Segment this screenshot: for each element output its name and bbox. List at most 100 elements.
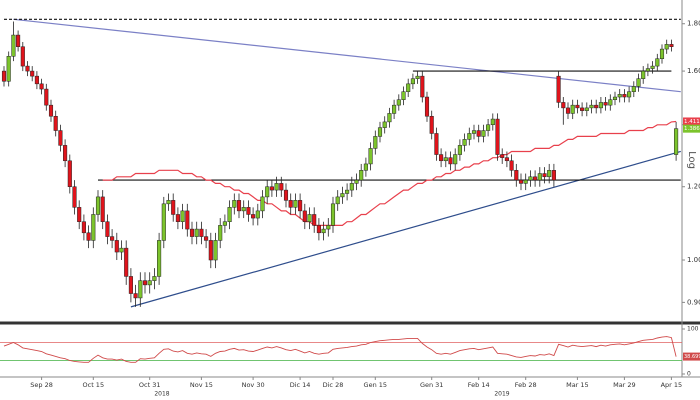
candle-body [222, 221, 227, 226]
candle-body [44, 88, 49, 106]
x-tick-label: Oct 15 [83, 381, 105, 389]
candle-body [175, 214, 180, 222]
candle-body [269, 186, 274, 191]
candle-body [674, 128, 679, 155]
candle-body [86, 232, 91, 241]
candle-body [650, 65, 655, 69]
candle-body [152, 276, 157, 281]
candle-body [307, 214, 312, 222]
candle-body [251, 214, 256, 219]
candle-body [457, 145, 462, 155]
candle-body [439, 154, 444, 162]
candle-body [105, 221, 110, 237]
candle-body [622, 94, 627, 98]
candle-body [486, 124, 491, 131]
x-tick-label: Oct 31 [139, 381, 161, 389]
candle-body [157, 240, 162, 277]
candle-body [424, 96, 430, 117]
candle-body [208, 240, 213, 261]
candle-body [340, 193, 345, 198]
candle-body [11, 34, 16, 57]
candle-body [453, 154, 458, 165]
candle-body [67, 160, 72, 187]
candle-body [443, 157, 448, 162]
candle-body [608, 99, 613, 106]
close-tag: 1.3865 [684, 126, 700, 132]
candle-body [641, 70, 646, 79]
candle-body [387, 113, 392, 123]
oscillator-tag-bg [683, 352, 700, 361]
candle-body [180, 210, 185, 222]
candle-body [95, 196, 101, 215]
trend-line [130, 150, 681, 308]
moving-average [102, 120, 677, 226]
y-tick-label: 0.90 [687, 298, 700, 306]
candle-body [53, 115, 58, 131]
x-tick-label: Feb 14 [468, 381, 490, 389]
candle-body [565, 107, 571, 114]
candle-body [326, 225, 331, 230]
candle-body [288, 200, 293, 208]
candle-body [429, 115, 434, 134]
candle-body [631, 86, 636, 92]
candle-body [669, 44, 674, 47]
candle-body [6, 56, 11, 82]
candle-body [392, 104, 397, 114]
candle-body [128, 276, 133, 294]
x-tick-label: Nov 30 [242, 381, 265, 389]
candle-body [321, 228, 326, 234]
candle-body [246, 207, 251, 215]
scale-label: Log [686, 151, 697, 169]
candle-body [171, 200, 176, 215]
candle-body [302, 210, 307, 222]
y-tick-label: 1.20 [687, 183, 700, 191]
candle-body [147, 280, 152, 286]
candle-body [655, 58, 660, 67]
candle-body [523, 179, 528, 184]
close-tag-bg [683, 124, 700, 133]
candle-body [537, 173, 542, 181]
candle-body [481, 130, 486, 137]
candle-body [636, 78, 641, 87]
candle-body [410, 78, 415, 85]
candle-body [420, 75, 425, 98]
trend-line [13, 18, 681, 93]
candle-body [199, 228, 204, 237]
candle-body [316, 225, 321, 234]
candle-body [584, 107, 589, 111]
x-tick-label: Mar 29 [613, 381, 636, 389]
candle-body [561, 102, 566, 109]
candle-body [528, 176, 533, 181]
candle-body [509, 160, 514, 171]
y-tick-label: 100 [687, 326, 699, 333]
year-label: 2018 [154, 391, 169, 398]
candle-body [598, 102, 603, 109]
candle-body [124, 247, 129, 277]
candle-body [63, 145, 68, 162]
candle-body [612, 96, 618, 100]
candle-body [349, 183, 354, 191]
candle-body [533, 176, 538, 181]
candle-body [500, 154, 505, 158]
candle-body [161, 203, 166, 241]
ma-tag-bg [683, 117, 700, 126]
x-tick-label: Feb 28 [515, 381, 537, 389]
candle-body [363, 163, 368, 171]
candle-body [589, 104, 594, 109]
candle-body [283, 189, 289, 201]
candle-body [476, 130, 481, 137]
candle-body [20, 46, 25, 67]
x-tick-label: Nov 15 [190, 381, 213, 389]
oscillator-tag: 38.6994 [684, 354, 700, 360]
candle-body [133, 293, 138, 299]
candle-body [580, 107, 585, 111]
candle-body [645, 68, 650, 72]
candle-body [330, 203, 336, 226]
candle-body [81, 221, 86, 234]
candle-body [514, 170, 519, 181]
x-tick-label: Dic 14 [290, 381, 311, 389]
y-tick-label: 1.80 [687, 20, 700, 28]
candle-body [396, 99, 401, 106]
candle-body [335, 196, 340, 205]
